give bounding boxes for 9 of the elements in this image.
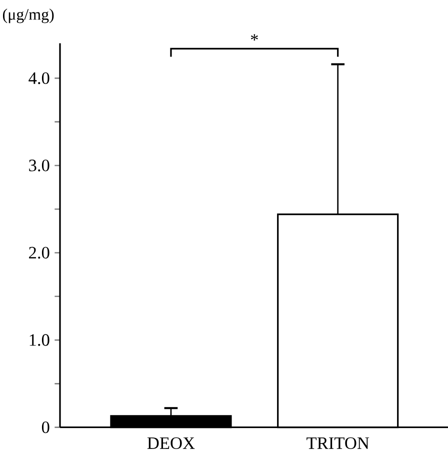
y-tick-label: 3.0 xyxy=(29,160,50,172)
x-tick-label: DEOX xyxy=(147,437,195,449)
text: * xyxy=(250,34,258,41)
y-tick-label: 4.0 xyxy=(28,72,50,84)
x-tick-label: TRITON xyxy=(306,437,370,449)
y-axis-title: (μg/mg) xyxy=(2,8,54,24)
y-tick-label: 0 xyxy=(42,421,50,434)
y-tick-label: 1.0 xyxy=(30,334,50,346)
y-tick-label: 2.0 xyxy=(29,246,50,259)
